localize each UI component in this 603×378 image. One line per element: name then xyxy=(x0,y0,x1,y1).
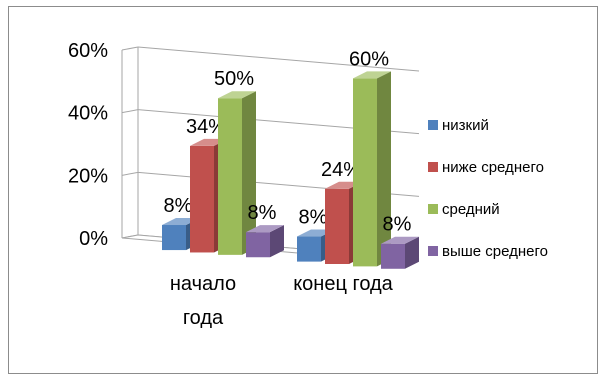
legend-entry: низкий xyxy=(442,117,489,134)
bar-front xyxy=(381,243,405,269)
legend-entry: средний xyxy=(442,201,500,218)
x-category-label: начало xyxy=(170,273,236,295)
gridline-depth xyxy=(121,109,139,114)
legend-swatch xyxy=(428,246,438,256)
x-category-label: года xyxy=(183,307,224,329)
bar-top xyxy=(353,71,391,79)
bar xyxy=(353,71,391,267)
x-category-label: конец года xyxy=(293,273,393,295)
data-label: 8% xyxy=(164,195,193,217)
bar-top xyxy=(246,225,284,233)
bar-front xyxy=(190,145,214,253)
y-tick-label: 20% xyxy=(68,165,108,187)
bar xyxy=(381,236,419,269)
bar-front xyxy=(325,188,349,264)
y-tick-label: 40% xyxy=(68,103,108,125)
data-label: 50% xyxy=(214,68,254,90)
y-tick-label: 0% xyxy=(79,228,108,250)
gridline-depth xyxy=(121,171,139,176)
bar-side xyxy=(242,91,256,255)
gridline xyxy=(137,46,420,72)
data-label: 60% xyxy=(349,48,389,70)
gridline-depth xyxy=(121,46,139,51)
bar-front xyxy=(218,98,242,255)
bar-side xyxy=(270,225,284,258)
bar-top xyxy=(218,91,256,99)
bar-front xyxy=(297,236,321,262)
bar-side xyxy=(377,71,391,267)
legend-swatch xyxy=(428,162,438,172)
chart-frame xyxy=(8,6,598,374)
bar xyxy=(246,225,284,258)
legend-swatch xyxy=(428,120,438,130)
bar xyxy=(218,91,256,255)
data-label: 8% xyxy=(299,207,328,229)
bar-top xyxy=(381,236,419,244)
bar-front xyxy=(246,232,270,258)
legend-entry: ниже среднего xyxy=(442,159,544,176)
legend-entry: выше среднего xyxy=(442,243,548,260)
data-label: 34% xyxy=(186,116,226,138)
bar-front xyxy=(353,78,377,267)
y-tick-label: 60% xyxy=(68,40,108,62)
data-label: 24% xyxy=(321,159,361,181)
bar-front xyxy=(162,225,186,251)
data-label: 8% xyxy=(383,214,412,236)
legend-swatch xyxy=(428,204,438,214)
data-label: 8% xyxy=(248,202,277,224)
bar-side xyxy=(405,236,419,269)
